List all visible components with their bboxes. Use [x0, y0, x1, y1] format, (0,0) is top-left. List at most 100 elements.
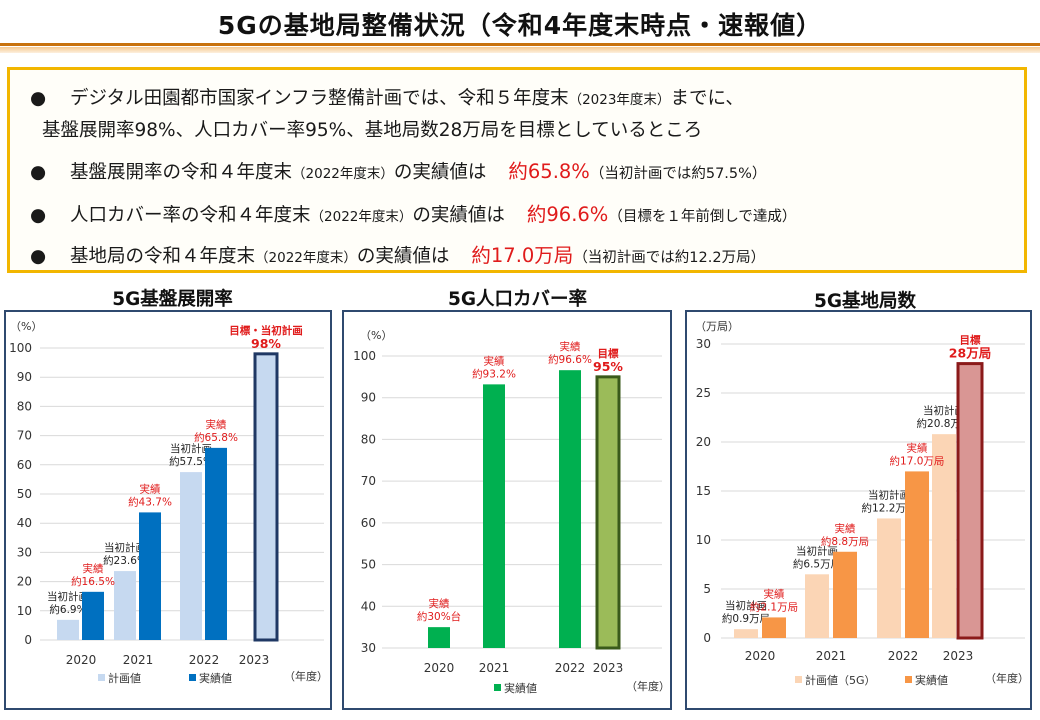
data-label: 約65.8% [194, 431, 238, 444]
target-value-label: 98% [251, 336, 281, 351]
x-tick-label: 2023 [239, 653, 270, 667]
bar-計画値 [114, 571, 136, 640]
data-label: 当初計画 [923, 404, 965, 417]
data-label: 約17.0万局 [890, 454, 945, 467]
data-label: 当初計画 [47, 590, 89, 603]
y-tick-label: 30 [696, 337, 711, 351]
y-unit-label: （%） [10, 320, 42, 333]
summary-line-3: ● 基盤展開率の令和４年度末（2022年度末）の実績値は 約65.8%（当初計画では… [30, 155, 766, 184]
y-unit-label: （%） [360, 329, 392, 342]
data-label: 実績 [83, 562, 104, 575]
bar-実績値 [905, 471, 929, 638]
summary-note: （当初計画では約57.5%） [589, 166, 767, 182]
summary-note: （当初計画では約12.2万局） [573, 250, 766, 266]
summary-line-2: 基盤展開率98%、人口カバー率95%、基地局数28万局を目標としているところ [42, 120, 703, 141]
y-tick-label: 70 [17, 429, 32, 443]
summary-text: の実績値は [412, 205, 505, 226]
data-label: 当初計画 [170, 442, 212, 455]
legend-label: 実績値 [199, 671, 232, 685]
x-tick-label: 2020 [66, 653, 97, 667]
data-label: 約43.7% [128, 495, 172, 508]
chart-title-population: 5G人口カバー率 [447, 289, 588, 310]
target-label: 目標 [598, 347, 619, 360]
x-tick-label: 2020 [424, 661, 455, 675]
legend-swatch [98, 674, 105, 681]
x-tick-label: 2021 [816, 649, 847, 663]
chart-population: 30 40 50 60 70 80 90 100 （%） 2020 2021 2022 2023 実績約3… [353, 329, 670, 695]
data-label: 約23.6% [103, 554, 147, 567]
data-label: 約12.2万局 [862, 501, 917, 514]
data-label: 約93.2% [472, 367, 516, 380]
data-label: 約0.9万局 [722, 612, 770, 625]
bar-計画値（5G） [734, 629, 758, 638]
page-title: 5Gの基地局整備状況（令和4年度末時点・速報値） [217, 11, 823, 40]
data-label: 実績 [835, 522, 856, 535]
data-label: 当初計画 [796, 544, 838, 557]
legend-label: 計画値（5G） [805, 673, 876, 687]
summary-text: 人口カバー率の令和４年度末 [70, 205, 311, 226]
target-value-label: 95% [593, 359, 623, 374]
bar-計画値 [180, 472, 202, 640]
chart-panel-base-stations: 0 5 10 15 20 25 30 （万局） 2020 2021 2022 2023 当初計画 約0.9… [685, 310, 1032, 710]
summary-line-5: ● 基地局の令和４年度末（2022年度末）の実績値は 約17.0万局（当初計画では約… [30, 239, 765, 268]
summary-sub: （2022年度末） [292, 166, 394, 182]
x-tick-label: 2022 [189, 653, 220, 667]
summary-value: 約17.0万局 [471, 244, 574, 267]
summary-box: ● デジタル田園都市国家インフラ整備計画では、令和５年度末（2023年度末）までに… [7, 67, 1027, 273]
summary-sub: （2023年度末） [568, 92, 671, 108]
bullet: ● [30, 162, 47, 183]
bar-実績値 [833, 551, 857, 638]
summary-text: 基盤展開率の令和４年度末 [70, 162, 293, 183]
data-label: 約96.6% [548, 353, 592, 366]
bar-実績値 [559, 370, 581, 648]
x-unit-label: （年度） [626, 679, 670, 693]
data-label: 約8.8万局 [821, 535, 869, 548]
target-bar [956, 362, 984, 640]
summary-sub: （2022年度末） [255, 250, 357, 266]
chart-title-base-stations: 5G基地局数 [813, 291, 917, 312]
target-label: 目標・当初計画 [229, 324, 303, 337]
data-label: 約2.1万局 [750, 600, 798, 613]
chart-panel-coverage-area: 0 10 20 30 40 50 60 70 80 90 100 （%） 2020 2021 2022 202… [4, 310, 332, 710]
bar-実績値 [205, 447, 227, 640]
x-tick-label: 2021 [123, 653, 154, 667]
legend-label: 実績値 [915, 673, 948, 687]
title-underline [0, 43, 1040, 46]
y-tick-label: 70 [361, 474, 376, 488]
y-tick-label: 60 [361, 516, 376, 530]
y-tick-label: 10 [696, 533, 711, 547]
bar-計画値 [57, 619, 79, 640]
y-tick-label: 100 [9, 341, 32, 355]
x-unit-label: （年度） [985, 671, 1029, 685]
y-unit-label: （万局） [695, 320, 739, 333]
y-tick-label: 15 [696, 484, 711, 498]
y-tick-label: 50 [361, 558, 376, 572]
data-label: 当初計画 [868, 488, 910, 501]
data-label: 約16.5% [71, 575, 115, 588]
x-tick-label: 2023 [593, 661, 624, 675]
chart-title-coverage-area: 5G基盤展開率 [112, 289, 233, 310]
summary-text: の実績値は [356, 246, 450, 267]
bar-実績値 [762, 617, 786, 638]
data-label: 実績 [429, 597, 450, 610]
x-tick-label: 2021 [479, 661, 510, 675]
x-tick-label: 2022 [888, 649, 919, 663]
y-tick-label: 40 [17, 516, 32, 530]
y-tick-label: 30 [17, 545, 32, 559]
y-tick-label: 5 [703, 582, 711, 596]
data-label: 約57.5% [169, 455, 213, 468]
bullet: ● [30, 205, 47, 226]
summary-note: （目標を１年前倒しで達成） [608, 209, 797, 225]
summary-value: 約96.6% [526, 203, 609, 226]
summary-line-1: ● デジタル田園都市国家インフラ整備計画では、令和５年度末（2023年度末）までに… [30, 84, 744, 110]
title-underline-shadow [0, 47, 1040, 53]
y-tick-label: 20 [17, 575, 32, 589]
target-bar [595, 375, 621, 650]
y-tick-label: 0 [24, 633, 32, 647]
data-label: 実績 [764, 587, 785, 600]
summary-line-4: ● 人口カバー率の令和４年度末（2022年度末）の実績値は 約96.6%（目標を１年… [30, 198, 796, 227]
bar-実績値 [82, 591, 104, 640]
summary-text: の実績値は [393, 162, 487, 183]
bullet: ● [30, 246, 47, 267]
target-value-label: 28万局 [949, 346, 991, 361]
